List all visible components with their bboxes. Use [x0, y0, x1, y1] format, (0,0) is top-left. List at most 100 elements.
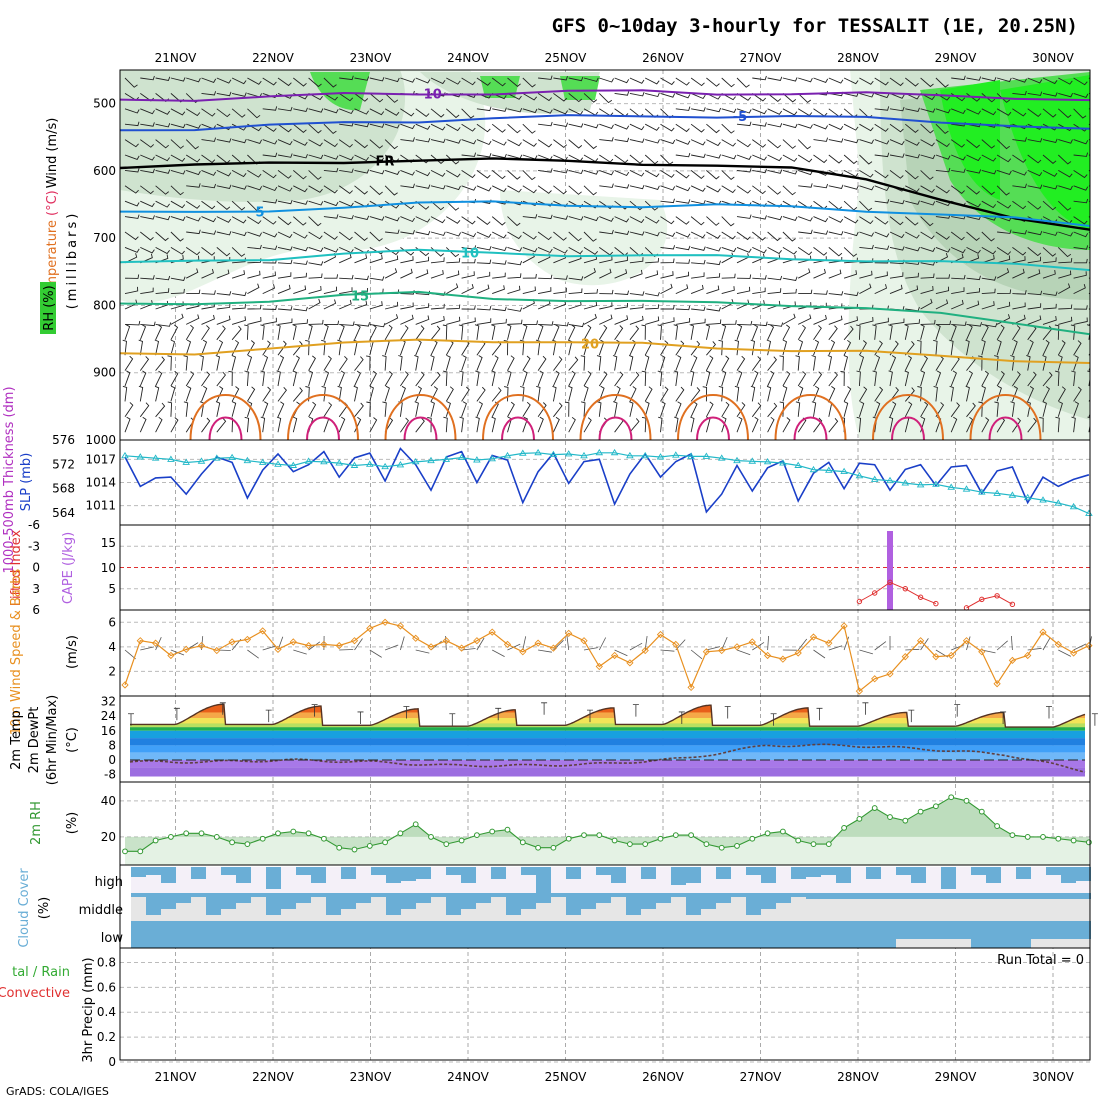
wind-barb	[400, 314, 414, 325]
wind-barb	[981, 288, 996, 295]
wind-barb	[154, 339, 160, 356]
wind-barb	[629, 325, 640, 341]
wind-barb	[706, 123, 720, 134]
wind-barb	[1088, 123, 1090, 126]
wind-barb	[507, 307, 523, 312]
isotherm-25	[774, 394, 847, 440]
wind-barb	[598, 371, 608, 387]
thickness-point	[396, 461, 405, 468]
wind-barb	[736, 286, 751, 295]
wind-barb	[1042, 169, 1058, 177]
wind-barb	[276, 324, 281, 340]
wind-barb	[446, 258, 461, 264]
wind-barb	[614, 325, 624, 341]
cloud-low	[596, 921, 611, 948]
minmax-bar	[311, 704, 318, 717]
wind-barb	[459, 370, 464, 387]
wind-barb	[323, 370, 330, 387]
wind-barb	[522, 324, 528, 340]
wind10-point	[886, 670, 894, 678]
cloud-mid	[536, 893, 551, 903]
wind-barb	[507, 216, 521, 227]
minmax-bar	[1091, 713, 1098, 726]
wind-barb	[752, 185, 766, 195]
wind-barb	[231, 325, 242, 341]
wind10-barb	[797, 638, 808, 651]
cloud-mid	[416, 893, 431, 903]
wind-barb	[1088, 216, 1090, 218]
ylabel-thickness: 1000-500mb Thickness (dm)	[2, 386, 17, 573]
wind-barb	[734, 339, 739, 356]
cloud-low	[971, 921, 986, 948]
wind-barb	[1042, 257, 1057, 264]
wind-barb	[797, 371, 807, 387]
wind-barb	[1071, 370, 1076, 387]
wind-barb	[461, 152, 477, 157]
wind-barb	[629, 123, 645, 131]
wind-barb	[675, 340, 685, 356]
cloud-mid	[221, 893, 236, 909]
wind-barb	[859, 185, 875, 191]
rh-point	[535, 844, 541, 851]
wind-barb	[1058, 185, 1073, 191]
wind-barb	[752, 231, 766, 241]
wind-barb	[889, 401, 897, 417]
wind-barb	[369, 324, 377, 341]
wind-barb	[568, 385, 573, 402]
wind-barb	[706, 185, 721, 193]
wind-barb	[260, 324, 265, 340]
wind-barb	[690, 340, 701, 356]
wind-barb	[232, 291, 247, 297]
wind-barb	[614, 256, 628, 264]
wind-barb	[1012, 268, 1025, 279]
wind-barb	[904, 387, 915, 402]
wind-barb	[597, 401, 602, 417]
wind-barb	[170, 154, 186, 162]
wind-barb	[813, 314, 827, 325]
wind-barb	[293, 170, 307, 180]
wind-barb	[599, 123, 614, 129]
wind-barb	[705, 370, 711, 387]
wind-barb	[124, 154, 140, 160]
wind-barb	[170, 169, 186, 175]
wind-barb	[843, 386, 852, 402]
wind-barb	[568, 76, 584, 82]
wind-barb	[1058, 270, 1072, 279]
wind-barb	[276, 370, 281, 387]
wind-barb	[920, 401, 929, 418]
wind10-barb	[966, 636, 971, 651]
y-tick-precip: 0	[108, 1055, 116, 1069]
wind-barb	[767, 370, 775, 387]
wind-barb	[354, 215, 370, 221]
wind-barb	[965, 385, 970, 402]
wind10-point	[1008, 656, 1017, 665]
wind-barb	[568, 288, 583, 295]
wind-barb	[690, 416, 695, 433]
wind-barb	[644, 200, 659, 211]
thickness-point	[717, 454, 726, 461]
wind-barb	[905, 231, 920, 239]
wind-barb	[599, 169, 614, 176]
wind-barb	[446, 231, 461, 237]
wind-barb	[247, 139, 263, 144]
wind-barb	[124, 77, 138, 88]
wind-barb	[430, 154, 445, 164]
wind-barb	[124, 402, 134, 418]
wind-barb	[978, 401, 983, 417]
thickness-point	[427, 456, 435, 464]
cloud-low	[506, 921, 521, 948]
wind-barb	[905, 216, 919, 226]
cloud-mid	[131, 893, 146, 897]
wind-barb	[1012, 137, 1027, 142]
wind-barb	[262, 245, 278, 250]
wind-barb	[583, 289, 598, 295]
ylabel-precip-conv: Convective	[0, 986, 70, 1001]
thickness-point	[381, 462, 389, 470]
wind-barb	[859, 139, 875, 144]
cloud-high	[686, 867, 701, 883]
wind-barb	[874, 170, 889, 179]
x-tick-top: 29NOV	[935, 51, 977, 65]
wind-barb	[767, 324, 775, 340]
wind10-point	[243, 635, 252, 644]
